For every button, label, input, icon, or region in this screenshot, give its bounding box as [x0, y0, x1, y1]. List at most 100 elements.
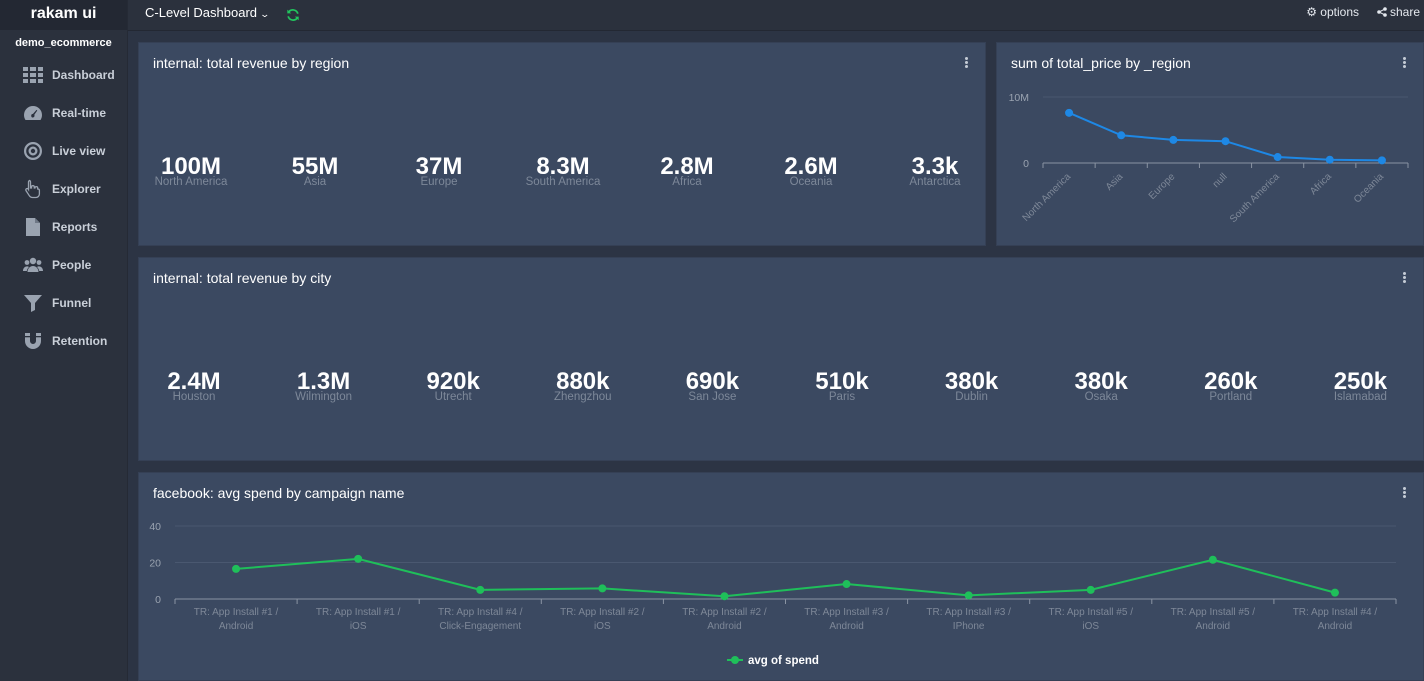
x-tick-label: TR: App Install #2 /iOS: [560, 607, 645, 632]
metric-item: 3.3k Antarctica: [875, 154, 995, 189]
panel-total-price-chart: sum of total_price by _region 10M 0 North …: [996, 42, 1424, 246]
data-point: [354, 554, 363, 563]
metric-label: Dublin: [955, 391, 988, 403]
metric-item: 100M North America: [131, 154, 251, 189]
metric-value: 380k: [944, 368, 999, 395]
metric-label: Oceania: [789, 176, 833, 188]
pointer-hand-icon: [22, 178, 44, 200]
metric-item: 8.3M South America: [503, 154, 623, 189]
options-button[interactable]: ⚙ options: [1306, 5, 1359, 19]
refresh-icon[interactable]: [286, 8, 300, 22]
metric-item: 880k Zhengzhou: [523, 369, 643, 404]
metric-value: 690k: [685, 368, 740, 395]
x-tick-label: TR: App Install #5 /iOS: [1049, 607, 1134, 632]
data-point: [842, 580, 851, 589]
sidebar-item-retention[interactable]: Retention: [0, 322, 127, 360]
gauge-icon: [22, 102, 44, 124]
metric-value: 510k: [815, 368, 869, 395]
x-tick-label: Asia: [1104, 171, 1126, 193]
more-menu-icon[interactable]: [1401, 272, 1407, 286]
metric-label: Zhengzhou: [554, 391, 612, 403]
y-tick-label: 20: [149, 558, 161, 570]
y-tick-label: 0: [155, 594, 161, 606]
panel-revenue-by-city: internal: total revenue by city 2.4M Hous…: [138, 257, 1424, 461]
metric-label: Paris: [828, 391, 856, 403]
metric-item: 510k Paris: [782, 368, 902, 404]
users-icon: [22, 254, 44, 276]
sidebar-item-explorer[interactable]: Explorer: [0, 170, 127, 208]
sidebar-item-reports[interactable]: Reports: [0, 208, 127, 246]
y-tick-label: 10M: [1009, 92, 1029, 104]
x-tick-label: TR: App Install #3 /IPhone: [926, 607, 1011, 632]
metric-value: 37M: [415, 153, 463, 180]
sidebar-item-label: Live view: [52, 144, 106, 158]
panel-title: sum of total_price by _region: [1011, 55, 1191, 71]
panel-facebook-spend-chart: facebook: avg spend by campaign name 40 2…: [138, 472, 1424, 681]
panel-title: internal: total revenue by city: [153, 270, 332, 286]
sidebar-item-live-view[interactable]: Live view: [0, 132, 127, 170]
x-tick-label: TR: App Install #1 /Android: [194, 607, 279, 632]
target-icon: [22, 140, 44, 162]
metric-value: 920k: [426, 368, 480, 395]
sidebar-item-label: Retention: [52, 334, 108, 348]
data-point: [1273, 153, 1282, 162]
dashboard-title: C-Level Dashboard: [145, 5, 258, 20]
sidebar-item-label: Funnel: [52, 296, 92, 310]
sidebar-item-label: Dashboard: [52, 68, 115, 82]
metric-item: 250k Islamabad: [1300, 369, 1420, 404]
metric-item: 380k Dublin: [912, 368, 1032, 404]
metric-item: 37M Europe: [379, 153, 499, 189]
top-bar: C-Level Dashboard ⌄ ⚙ options share: [128, 0, 1424, 31]
y-tick-label: 0: [1023, 158, 1029, 170]
metric-value: 2.6M: [784, 153, 838, 180]
sidebar: rakam ui demo_ecommerce Dashboard Real-t…: [0, 0, 128, 681]
metric-label: North America: [154, 176, 228, 188]
x-tick-label: TR: App Install #2 /Android: [682, 607, 767, 632]
share-label: share: [1389, 5, 1420, 19]
more-menu-icon[interactable]: [963, 57, 969, 71]
x-tick-label: TR: App Install #4 /Android: [1293, 607, 1378, 632]
x-tick-label: North America: [1021, 171, 1074, 224]
metric-item: 380k Osaka: [1041, 368, 1161, 404]
more-menu-icon[interactable]: [1401, 57, 1407, 71]
metric-label: Portland: [1209, 391, 1253, 403]
metric-item: 2.6M Oceania: [751, 153, 871, 189]
x-tick-label: TR: App Install #1 /iOS: [316, 607, 401, 632]
sidebar-item-funnel[interactable]: Funnel: [0, 284, 127, 322]
x-tick-label: Oceania: [1352, 171, 1386, 205]
data-point: [1208, 555, 1217, 564]
legend-label: avg of spend: [748, 655, 819, 667]
more-menu-icon[interactable]: [1401, 487, 1407, 501]
metric-item: 2.8M Africa: [627, 154, 747, 189]
metric-item: 260k Portland: [1171, 369, 1291, 404]
metric-value: 2.4M: [167, 368, 221, 395]
metric-label: Asia: [303, 176, 327, 188]
x-tick-label: null: [1211, 171, 1230, 190]
x-tick-label: Europe: [1147, 171, 1178, 202]
data-point: [476, 585, 485, 594]
avg-spend-line-chart: 40 20 0 TR: App Install #1 /Android TR: App …: [149, 521, 1397, 667]
data-point: [1065, 108, 1074, 117]
metric-item: 690k San Jose: [652, 368, 772, 404]
metric-label: Islamabad: [1333, 391, 1387, 403]
data-point: [1377, 156, 1386, 165]
data-point: [720, 592, 729, 601]
share-button[interactable]: share: [1376, 5, 1420, 19]
metric-value: 380k: [1074, 368, 1128, 395]
sidebar-item-dashboard[interactable]: Dashboard: [0, 56, 127, 94]
sidebar-item-people[interactable]: People: [0, 246, 127, 284]
app-brand[interactable]: rakam ui: [0, 0, 127, 30]
chevron-down-icon: ⌄: [259, 9, 271, 19]
funnel-icon: [22, 292, 44, 314]
dashboard-selector[interactable]: C-Level Dashboard ⌄: [145, 5, 271, 20]
metric-label: Utrecht: [434, 391, 472, 403]
x-tick-label: TR: App Install #5 /Android: [1171, 607, 1256, 632]
project-name[interactable]: demo_ecommerce: [15, 37, 112, 49]
metric-label: Osaka: [1084, 391, 1118, 403]
data-point: [1330, 588, 1339, 597]
panel-revenue-by-region: internal: total revenue by region 100M No…: [138, 42, 986, 246]
sidebar-item-real-time[interactable]: Real-time: [0, 94, 127, 132]
series-line: [1068, 111, 1382, 162]
metric-label: Africa: [672, 176, 702, 188]
